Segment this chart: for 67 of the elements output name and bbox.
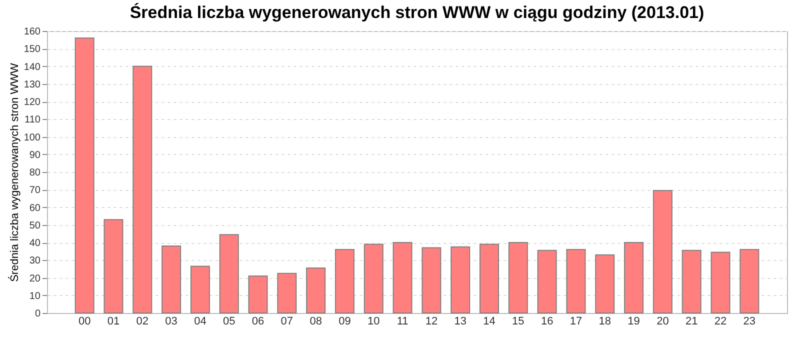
- bar: [652, 190, 672, 314]
- bar: [334, 249, 354, 314]
- y-tick-label: 110: [24, 114, 41, 126]
- bar: [364, 244, 384, 314]
- bar: [392, 242, 412, 314]
- x-tick-label: 16: [540, 316, 554, 328]
- bar: [710, 252, 730, 314]
- y-axis-title: Średnia liczba wygenerowanych stron WWW: [8, 62, 21, 282]
- bar: [537, 250, 557, 314]
- y-tick-label: 130: [24, 79, 41, 90]
- x-tick-label: 19: [628, 316, 640, 328]
- bar: [422, 247, 442, 314]
- x-tick-label: 15: [512, 316, 524, 328]
- y-tick-label: 160: [24, 26, 41, 38]
- y-tick-label: 40: [29, 238, 41, 249]
- bar: [74, 38, 94, 314]
- x-tick-label: 02: [136, 316, 149, 328]
- x-tick-label: 18: [598, 316, 612, 328]
- x-tick-label: 13: [454, 316, 466, 328]
- x-tick-label: 04: [194, 316, 206, 328]
- x-tick-label: 00: [78, 316, 91, 328]
- bar: [104, 219, 124, 314]
- x-tick-label: 05: [222, 316, 236, 328]
- bar: [450, 246, 470, 314]
- y-tick-label: 50: [29, 220, 41, 232]
- y-tick-label: 150: [24, 44, 41, 56]
- x-tick-label: 07: [280, 316, 294, 328]
- bar: [624, 242, 644, 314]
- x-tick-label: 03: [165, 316, 178, 328]
- x-tick-label: 23: [743, 316, 756, 328]
- bar: [248, 275, 268, 314]
- x-tick-label: 11: [396, 316, 408, 328]
- bar: [306, 268, 326, 314]
- x-tick-label: 22: [714, 316, 727, 328]
- y-tick-label: 100: [24, 132, 41, 144]
- x-tick-label: 09: [338, 316, 351, 328]
- x-tick-label: 01: [107, 316, 120, 328]
- x-tick-label: 06: [252, 316, 264, 328]
- y-tick-label: 70: [29, 185, 41, 196]
- x-tick-label: 08: [310, 316, 322, 328]
- bar: [566, 249, 586, 314]
- x-tick-label: 12: [425, 316, 438, 328]
- x-tick-label: 20: [656, 316, 669, 328]
- bar: [682, 250, 702, 314]
- y-tick-label: 0: [34, 308, 41, 320]
- y-tick-label: 120: [24, 97, 41, 108]
- bar: [277, 272, 297, 314]
- y-tick-label: 20: [29, 273, 41, 284]
- x-tick-label: 14: [483, 316, 496, 328]
- bar: [480, 244, 500, 314]
- bar: [190, 266, 210, 314]
- y-tick-label: 10: [29, 290, 41, 302]
- x-tick-label: 10: [368, 316, 380, 328]
- y-tick-label: 90: [29, 150, 41, 161]
- bar: [508, 242, 528, 314]
- bar: [740, 249, 760, 314]
- x-tick-label: 21: [685, 316, 698, 328]
- bar: [219, 234, 239, 314]
- x-tick-label: 17: [570, 316, 582, 328]
- y-tick-label: 80: [29, 168, 41, 178]
- bar: [132, 66, 152, 314]
- y-tick-label: 60: [29, 202, 41, 214]
- chart-title: Średnia liczba wygenerowanych stron WWW w ciągu godziny (2013.01): [130, 2, 704, 22]
- bar: [162, 246, 182, 314]
- y-tick-label: 140: [24, 62, 41, 73]
- y-tick-label: 30: [29, 256, 41, 267]
- bar: [595, 254, 615, 314]
